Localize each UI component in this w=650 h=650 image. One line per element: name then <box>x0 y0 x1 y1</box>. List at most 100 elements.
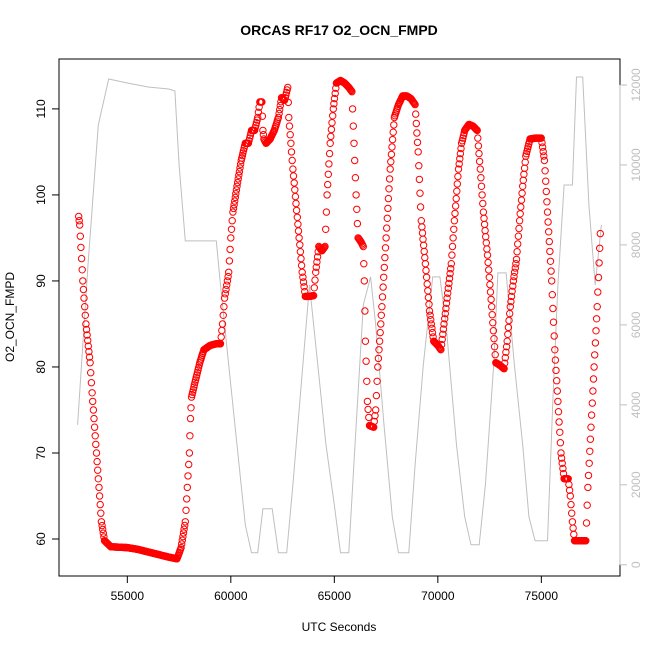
data-point <box>313 258 321 266</box>
data-point <box>376 328 384 337</box>
data-point <box>85 347 93 356</box>
data-point <box>225 257 234 265</box>
data-point <box>472 126 481 134</box>
data-point <box>559 464 567 473</box>
data-point <box>382 234 390 242</box>
data-point <box>363 377 371 385</box>
data-point <box>479 208 488 216</box>
data-point <box>566 492 574 500</box>
data-point <box>444 284 452 292</box>
data-point <box>286 131 294 139</box>
data-point <box>82 325 91 334</box>
data-point <box>519 182 527 191</box>
data-point <box>446 269 454 278</box>
data-point <box>224 272 232 281</box>
data-point <box>221 290 230 298</box>
data-point <box>220 303 228 311</box>
data-point <box>387 158 395 166</box>
data-point <box>284 98 292 107</box>
data-point <box>540 152 548 160</box>
data-point <box>385 185 393 193</box>
data-point <box>480 214 488 223</box>
data-point <box>326 139 334 148</box>
data-point <box>584 471 593 480</box>
data-point <box>371 412 379 420</box>
data-point <box>520 170 528 179</box>
data-point <box>442 304 450 313</box>
data-point <box>538 138 546 147</box>
data-point <box>512 260 520 268</box>
data-point <box>353 205 361 214</box>
data-point <box>454 172 462 181</box>
data-point <box>388 143 396 151</box>
data-point <box>545 228 553 236</box>
data-point <box>327 125 336 134</box>
data-point <box>88 389 96 397</box>
data-point <box>384 204 392 213</box>
data-point <box>289 165 297 173</box>
data-point <box>217 333 225 341</box>
data-point <box>85 353 94 361</box>
data-point <box>297 254 305 263</box>
data-point <box>554 397 562 406</box>
data-point <box>427 320 435 328</box>
data-point <box>387 150 396 159</box>
data-point <box>502 343 511 351</box>
data-point <box>419 241 428 250</box>
data-point <box>421 260 430 268</box>
x-tick-label: 60000 <box>214 589 248 603</box>
data-point <box>413 129 421 137</box>
data-point <box>544 218 552 226</box>
data-point <box>179 532 187 541</box>
data-point <box>586 435 595 443</box>
data-point <box>235 167 244 176</box>
data-point <box>546 247 554 256</box>
data-point <box>582 537 590 545</box>
data-point <box>488 303 496 311</box>
data-point <box>184 472 192 480</box>
data-point <box>553 377 561 385</box>
data-point <box>254 113 262 122</box>
data-point <box>549 304 557 313</box>
data-point <box>352 191 360 199</box>
data-point <box>411 100 419 109</box>
data-point <box>489 319 497 327</box>
y-axis-right: 0 2000 4000 6000 8000 10000 12000 <box>619 68 643 568</box>
data-point <box>380 263 388 272</box>
data-point <box>385 175 394 183</box>
data-point <box>425 300 433 308</box>
data-point <box>91 432 99 440</box>
data-point <box>322 225 330 234</box>
data-point <box>457 144 465 153</box>
data-point <box>79 277 87 285</box>
data-point <box>383 214 391 223</box>
data-point <box>347 87 355 95</box>
data-point <box>325 149 334 158</box>
data-point <box>419 235 427 243</box>
data-point <box>479 199 487 208</box>
data-point <box>512 255 521 264</box>
data-point <box>75 217 83 225</box>
data-point <box>76 232 85 240</box>
data-point <box>232 186 241 194</box>
data-point <box>259 126 267 135</box>
data-point <box>425 307 434 315</box>
data-point <box>362 357 370 365</box>
data-point <box>223 281 231 289</box>
data-point <box>565 486 574 494</box>
data-point <box>185 460 193 469</box>
data-point <box>488 311 496 319</box>
data-point <box>445 274 454 283</box>
data-point <box>324 180 332 189</box>
y-axis-left: 60 70 80 90 100 110 <box>34 99 60 546</box>
data-point <box>510 268 519 276</box>
data-point <box>507 292 516 301</box>
data-point <box>229 204 238 213</box>
data-point <box>448 251 456 259</box>
data-point <box>511 264 519 272</box>
data-point <box>86 359 94 367</box>
data-point <box>87 369 95 377</box>
data-point <box>417 217 425 225</box>
y2-tick-label: 2000 <box>629 471 643 498</box>
